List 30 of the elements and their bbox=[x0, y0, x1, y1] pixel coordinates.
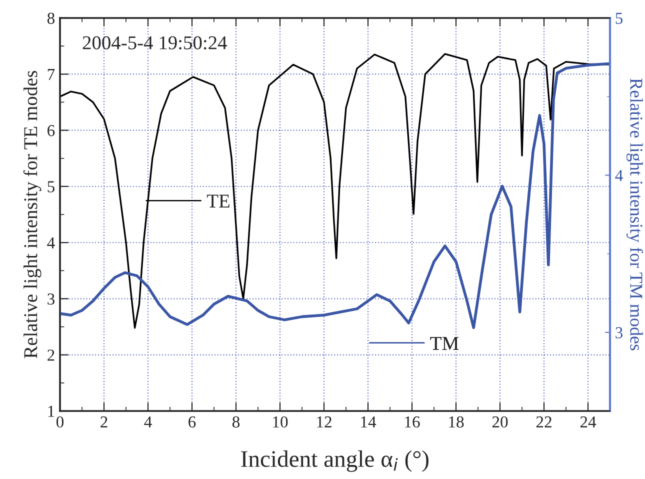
x-tick-label: 4 bbox=[144, 416, 152, 428]
y-axis-title: Relative light intensity for TE modes bbox=[23, 70, 42, 358]
y-tick-label: 2 bbox=[48, 350, 54, 361]
x-axis-title: Incident angle α$_{i}$ (°) bbox=[241, 450, 428, 472]
legend-label: TM bbox=[430, 336, 459, 350]
y2-axis-title: Relative light intensity for TM modes bbox=[626, 78, 644, 350]
x-tick-label: 10 bbox=[273, 416, 288, 428]
x-tick-label: 0 bbox=[56, 416, 64, 428]
x-tick-label: 8 bbox=[232, 416, 240, 428]
x-tick-label: 2 bbox=[100, 416, 108, 428]
x-tick-label: 22 bbox=[536, 416, 552, 428]
x-tick-label: 6 bbox=[188, 416, 196, 428]
y2-tick-label: 4 bbox=[615, 170, 623, 181]
y-tick-label: 6 bbox=[48, 125, 55, 136]
x-tick-label: 16 bbox=[405, 416, 420, 428]
y-tick-label: 4 bbox=[47, 237, 55, 248]
x-tick-label: 14 bbox=[361, 416, 376, 428]
y2-tick-label: 5 bbox=[616, 12, 623, 24]
y-tick-label: 7 bbox=[48, 69, 55, 80]
x-tick-label: 12 bbox=[317, 416, 332, 428]
x-tick-label: 24 bbox=[580, 416, 596, 428]
annotation: 2004-5-4 19:50:24 bbox=[82, 36, 227, 50]
legend-label: TE bbox=[206, 194, 230, 208]
y2-tick-label: 3 bbox=[616, 327, 623, 338]
x-tick-label: 18 bbox=[449, 416, 464, 428]
y-tick-label: 8 bbox=[47, 12, 55, 24]
y-tick-label: 3 bbox=[48, 293, 54, 305]
y-tick-label: 5 bbox=[48, 181, 54, 192]
y-tick-label: 1 bbox=[48, 406, 54, 417]
x-tick-label: 20 bbox=[492, 416, 508, 428]
